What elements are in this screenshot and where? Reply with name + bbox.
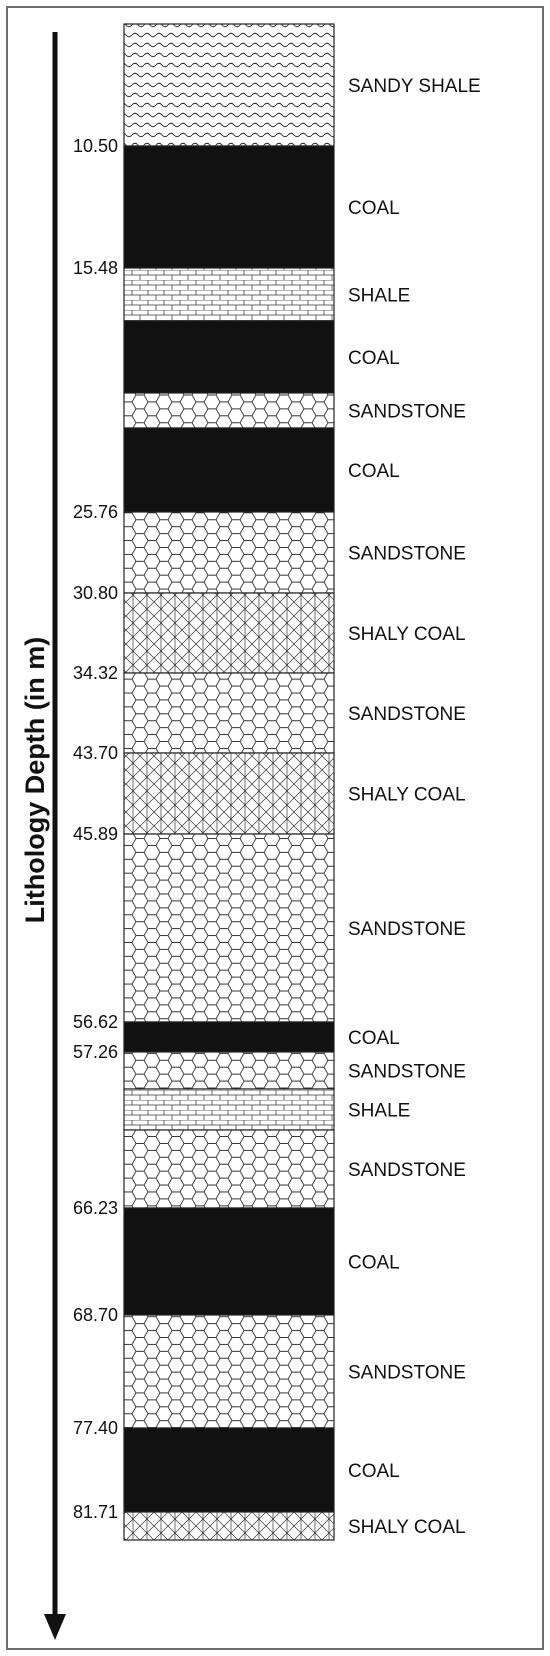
layer-sandy-shale	[123, 23, 335, 147]
lithology-label: SHALY COAL	[348, 785, 466, 806]
depth-tick-label: 10.50	[73, 136, 118, 156]
depth-tick-label: 34.32	[73, 663, 118, 683]
depth-tick-label: 15.48	[73, 258, 118, 278]
lithology-label: SANDSTONE	[348, 402, 466, 423]
layer-coal	[123, 1207, 335, 1316]
lithology-label: COAL	[348, 1253, 400, 1274]
lithology-label: COAL	[348, 198, 400, 219]
layer-coal	[123, 320, 335, 394]
depth-arrow-head	[44, 1614, 66, 1640]
lithology-label: COAL	[348, 1028, 400, 1049]
depth-tick-label: 56.62	[73, 1012, 118, 1032]
depth-tick-label: 77.40	[73, 1418, 118, 1438]
depth-tick-label: 81.71	[73, 1502, 118, 1522]
depth-tick-label: 57.26	[73, 1042, 118, 1062]
lithology-label: SHALE	[348, 1101, 410, 1122]
lithology-label: COAL	[348, 461, 400, 482]
lithology-label: SHALY COAL	[348, 1517, 466, 1538]
depth-labels: 10.50 15.48 25.76 30.80 34.32 43.70 45.89 56.62…	[73, 136, 118, 1522]
lithology-column	[123, 23, 335, 1541]
layer-sandstone	[123, 833, 335, 1023]
depth-tick-label: 25.76	[73, 502, 118, 522]
layer-coal	[123, 1427, 335, 1513]
lithology-label: SANDSTONE	[348, 919, 466, 940]
lithology-label: COAL	[348, 1461, 400, 1482]
layer-sandstone	[123, 1314, 335, 1429]
depth-tick-label: 30.80	[73, 583, 118, 603]
lithology-label: SANDSTONE	[348, 1160, 466, 1181]
figure-frame	[6, 6, 544, 1650]
layer-shaly-coal	[123, 1511, 335, 1541]
lithology-label: SANDSTONE	[348, 1363, 466, 1384]
layer-shale	[123, 267, 335, 322]
lithology-label: SANDSTONE	[348, 544, 466, 565]
layer-coal	[123, 1021, 335, 1053]
layer-shale	[123, 1088, 335, 1131]
depth-tick-label: 45.89	[73, 824, 118, 844]
lithology-label: SANDSTONE	[348, 1062, 466, 1083]
axis-title: Lithology Depth (in m)	[20, 637, 50, 923]
layer-sandstone	[123, 1129, 335, 1209]
layer-coal	[123, 145, 335, 269]
layer-coal	[123, 427, 335, 513]
lithology-label: SHALY COAL	[348, 624, 466, 645]
lithology-label: SANDSTONE	[348, 704, 466, 725]
layer-shaly-coal	[123, 752, 335, 835]
layer-sandstone	[123, 672, 335, 754]
lithology-label: SANDY SHALE	[348, 76, 481, 97]
lithology-label: COAL	[348, 348, 400, 369]
layer-sandstone	[123, 1051, 335, 1090]
lithology-labels: SANDY SHALE COAL SHALE COAL SANDSTONE COAL SAN…	[348, 76, 481, 1538]
depth-tick-label: 68.70	[73, 1305, 118, 1325]
depth-tick-label: 66.23	[73, 1198, 118, 1218]
layer-shaly-coal	[123, 592, 335, 674]
layer-sandstone	[123, 392, 335, 429]
lithology-label: SHALE	[348, 286, 410, 307]
depth-tick-label: 43.70	[73, 743, 118, 763]
layer-sandstone	[123, 511, 335, 594]
